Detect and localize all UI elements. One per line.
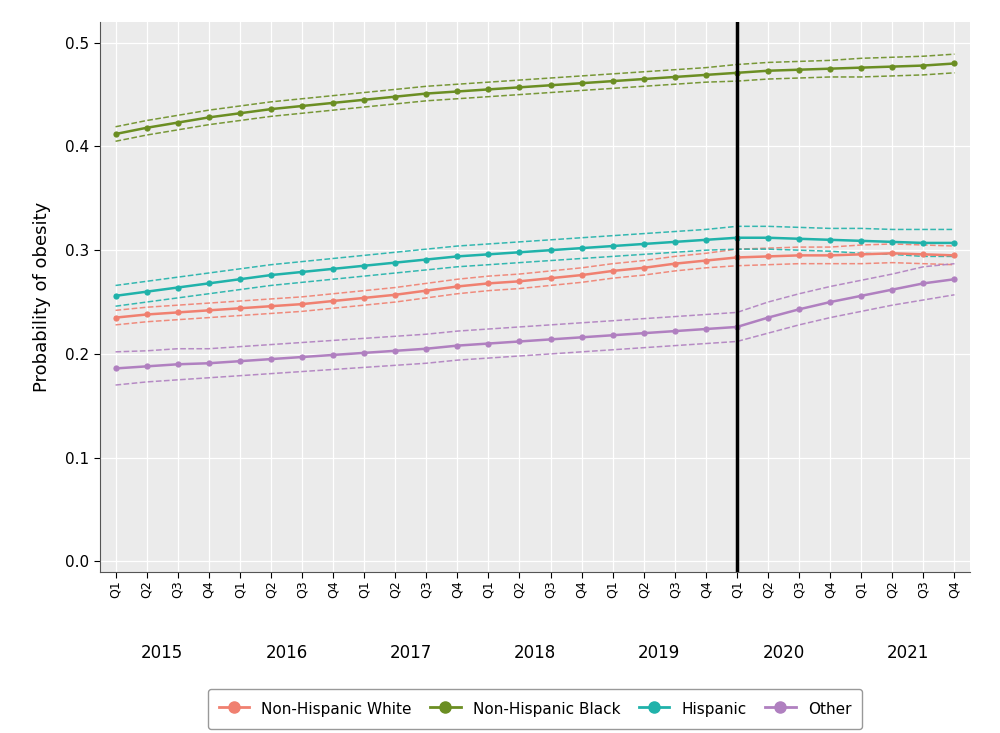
Text: 2017: 2017 — [390, 644, 432, 662]
Text: 2021: 2021 — [887, 644, 929, 662]
Y-axis label: Probability of obesity: Probability of obesity — [33, 202, 51, 392]
Text: 2020: 2020 — [762, 644, 805, 662]
Text: 2019: 2019 — [638, 644, 680, 662]
Text: 2015: 2015 — [141, 644, 183, 662]
Text: 2018: 2018 — [514, 644, 556, 662]
Legend: Non-Hispanic White, Non-Hispanic Black, Hispanic, Other: Non-Hispanic White, Non-Hispanic Black, … — [208, 689, 862, 729]
Text: 2016: 2016 — [265, 644, 308, 662]
